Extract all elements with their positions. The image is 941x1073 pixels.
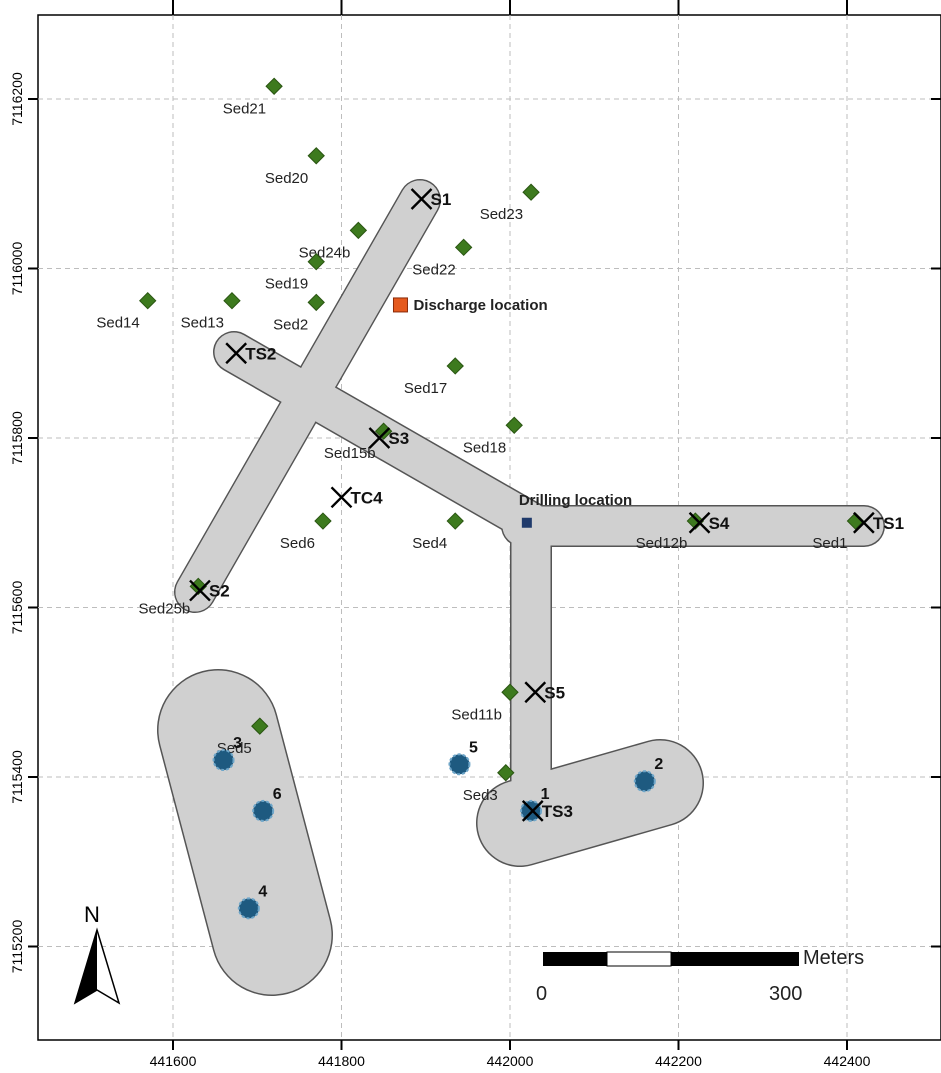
well-label: 4	[258, 883, 267, 900]
x-tick-label: 441600	[150, 1053, 197, 1069]
sediment-sample-marker	[139, 291, 157, 310]
well-label: 6	[273, 786, 282, 803]
station-marker	[189, 579, 211, 602]
sediment-sample-label: Sed21	[223, 100, 266, 117]
drilling-marker	[521, 517, 532, 528]
sediment-sample-marker	[505, 416, 523, 434]
x-tick-label: 442200	[655, 1053, 702, 1069]
stations: S1 TS2 S3 TC4 S4 TS1 S2 S5 TS3	[189, 188, 904, 822]
sediment-sample-marker	[522, 183, 540, 201]
sediment-sample-marker	[349, 221, 368, 240]
sediment-sample-marker	[497, 764, 515, 782]
scale-end: 300	[769, 983, 802, 1005]
north-arrow: N	[73, 902, 121, 1005]
drilling-label: Drilling location	[519, 492, 632, 509]
buffer-zones	[157, 179, 885, 996]
sediment-sample-label: Sed1	[812, 535, 847, 552]
drilling-location: Drilling location	[519, 492, 632, 528]
sediment-sample-label: Sed19	[265, 276, 308, 293]
sediment-sample-marker	[501, 683, 519, 701]
station-label: S5	[544, 683, 565, 702]
sediment-sample-label: Sed6	[280, 535, 315, 552]
discharge-marker	[392, 297, 408, 313]
y-tick-label: 7116200	[9, 72, 25, 126]
sediment-sample-marker	[251, 717, 269, 735]
station-marker	[524, 681, 547, 704]
well-marker	[212, 749, 235, 772]
station-label: S2	[209, 582, 230, 601]
sediment-sample-label: Sed24b	[299, 244, 351, 261]
x-tick-label: 442400	[824, 1053, 871, 1069]
station-marker	[368, 427, 391, 449]
sediment-sample-marker	[223, 291, 241, 310]
station-label: TS3	[542, 802, 573, 821]
well-marker	[633, 770, 656, 793]
station-label: TS2	[245, 344, 276, 363]
station-marker	[330, 486, 353, 509]
x-tick-label: 441800	[318, 1053, 365, 1069]
wells: 3 6 4 5 1 2	[212, 735, 663, 920]
discharge-location: Discharge location	[392, 297, 548, 314]
sediment-sample-marker	[307, 147, 325, 165]
grid-lines	[38, 15, 941, 1040]
y-tick-label: 7116000	[9, 242, 25, 296]
discharge-label: Discharge location	[413, 297, 547, 314]
x-tick-label: 442000	[487, 1053, 534, 1069]
sediment-sample-label: Sed18	[463, 439, 506, 456]
sediment-sample-marker	[686, 512, 705, 530]
sediment-sample-label: Sed20	[265, 170, 308, 187]
north-label: N	[84, 902, 100, 927]
sediment-sample-label: Sed3	[463, 787, 498, 804]
sediment-sample-marker	[307, 253, 325, 271]
sediment-sample-label: Sed17	[404, 380, 447, 397]
sediment-sample-label: Sed23	[480, 206, 523, 223]
station-marker	[521, 800, 544, 822]
sediment-sample-marker	[446, 512, 464, 530]
sediment-sample-marker	[314, 512, 332, 530]
y-tick-label: 7115200	[9, 920, 25, 974]
station-marker	[688, 511, 711, 534]
sediment-sample-label: Sed11b	[451, 706, 502, 723]
y-tick-label: 7115400	[9, 750, 25, 804]
y-axis: 7116200 7116000 7115800 7115600 7115400 71152…	[9, 72, 941, 973]
well-label: 1	[541, 786, 550, 803]
well-label: 5	[469, 739, 478, 756]
well-marker	[448, 753, 471, 776]
station-label: S3	[388, 429, 409, 448]
sediment-sample-label: Sed25b	[139, 600, 191, 617]
sediment-sample-label: Sed4	[412, 535, 447, 552]
station-marker	[853, 511, 875, 534]
sediment-sample-label: Sed2	[273, 316, 308, 333]
sediment-sample-marker	[307, 293, 325, 312]
sediment-sample-label: Sed15b	[324, 445, 376, 462]
station-label: TS1	[873, 514, 904, 533]
station-label: S1	[431, 190, 452, 209]
well-marker	[252, 799, 275, 822]
scale-unit: Meters	[803, 947, 864, 969]
sediment-sample-label: Sed14	[96, 315, 139, 332]
sediment-sample-label: Sed22	[412, 261, 455, 278]
station-label: S4	[709, 514, 730, 533]
well-marker	[237, 897, 260, 920]
scale-bar: Meters 0 300	[536, 947, 864, 1005]
sediment-sample-marker	[265, 77, 283, 95]
y-tick-label: 7115800	[9, 411, 25, 465]
well-label: 2	[654, 756, 663, 773]
sediment-sample-marker	[446, 357, 464, 375]
x-axis: 441600 441800 442000 442200 442400	[150, 0, 871, 1069]
station-label: TC4	[351, 488, 384, 507]
y-tick-label: 7115600	[9, 581, 25, 635]
sediment-sample-marker	[454, 238, 473, 257]
station-marker	[225, 342, 248, 365]
station-marker	[410, 188, 433, 210]
sediment-sample-label: Sed13	[181, 315, 224, 332]
well-label: 3	[233, 735, 242, 752]
sediment-sample-label: Sed12b	[636, 535, 688, 552]
scale-start: 0	[536, 983, 547, 1005]
